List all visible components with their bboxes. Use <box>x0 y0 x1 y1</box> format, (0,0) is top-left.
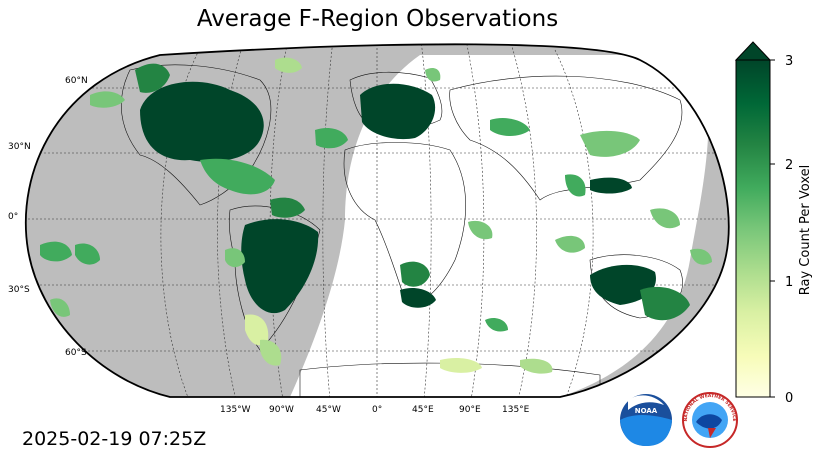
lon-label-0: 0° <box>372 405 382 415</box>
colorbar-tick-0: 0 <box>785 391 793 406</box>
observation-heatmap <box>40 57 712 374</box>
noaa-logo-text: NOAA <box>635 407 658 415</box>
lon-label-90e: 90°E <box>459 405 481 415</box>
lat-label-0: 0° <box>8 212 18 222</box>
lon-label-135w: 135°W <box>220 405 251 415</box>
lat-label-30n: 30°N <box>8 142 31 152</box>
colorbar: 3 2 1 0 Ray Count Per Voxel <box>734 41 813 406</box>
colorbar-title: Ray Count Per Voxel <box>798 165 813 295</box>
lon-label-90w: 90°W <box>269 405 294 415</box>
colorbar-tick-3: 3 <box>785 54 793 69</box>
lon-label-135e: 135°E <box>502 405 530 415</box>
map-title: Average F-Region Observations <box>196 6 559 32</box>
colorbar-gradient <box>735 59 771 398</box>
lon-label-45e: 45°E <box>412 405 434 415</box>
longitude-labels: 135°W 90°W 45°W 0° 45°E 90°E 135°E <box>220 405 530 415</box>
lat-label-30s: 30°S <box>8 285 30 295</box>
lat-label-60n: 60°N <box>65 76 88 86</box>
nws-logo: NATIONAL WEATHER SERVICE <box>682 392 738 448</box>
globe <box>25 44 729 398</box>
timestamp: 2025-02-19 07:25Z <box>22 428 207 450</box>
globe-outline <box>24 43 730 398</box>
latitude-labels: 60°N 30°N 0° 30°S 60°S <box>8 76 88 358</box>
colorbar-tick-2: 2 <box>785 158 793 173</box>
lon-label-45w: 45°W <box>316 405 341 415</box>
noaa-logo: NOAA <box>620 394 672 446</box>
lat-label-60s: 60°S <box>65 348 87 358</box>
colorbar-tick-1: 1 <box>785 275 793 290</box>
colorbar-extend-arrow <box>734 41 772 61</box>
colorbar-ticks <box>770 59 775 398</box>
